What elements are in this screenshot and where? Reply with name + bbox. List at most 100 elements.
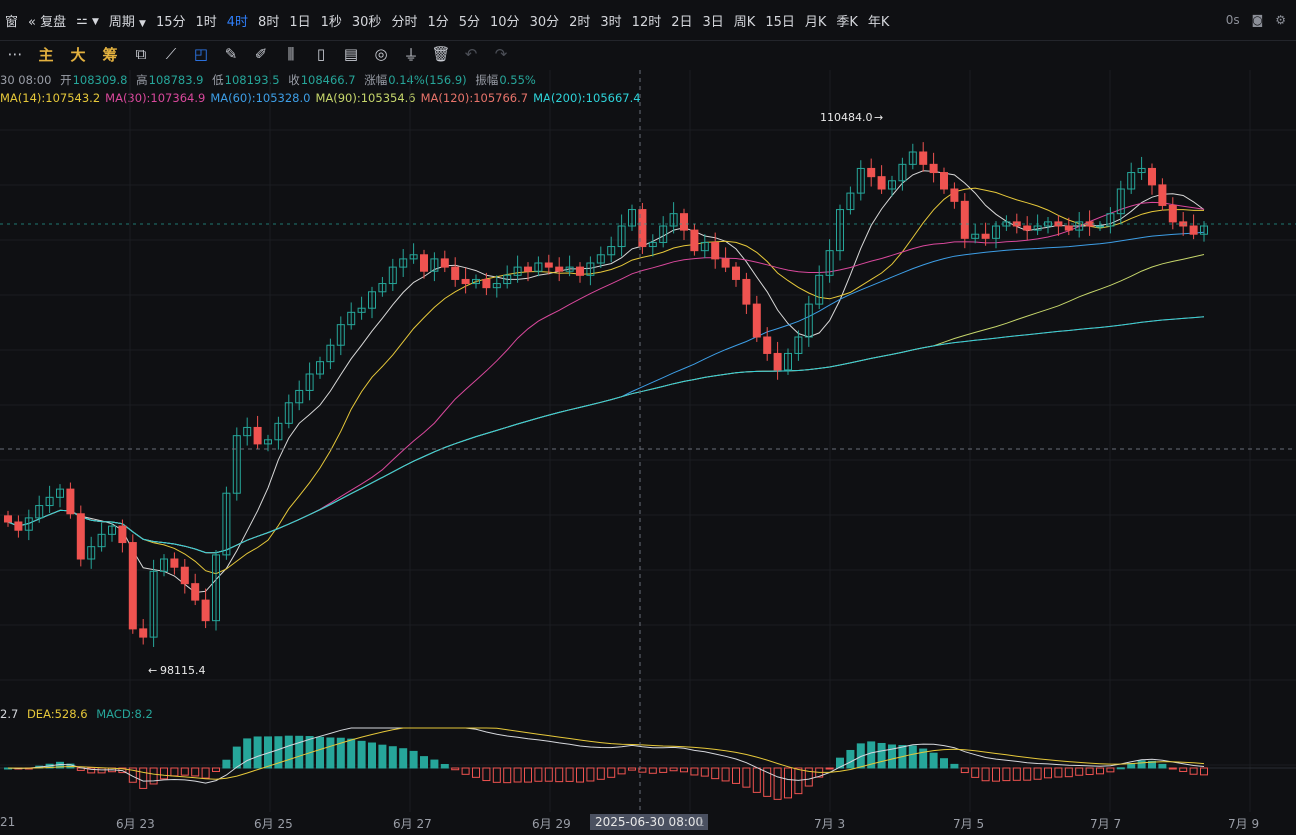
indicator-main-button[interactable]: 主 bbox=[38, 45, 54, 64]
filter-icon[interactable]: ⏚ bbox=[403, 45, 419, 64]
pattern-icon[interactable]: ⫼ bbox=[287, 45, 295, 63]
interval-12[interactable]: 2时 bbox=[569, 14, 591, 30]
macd-bar bbox=[628, 767, 636, 771]
more-icon[interactable]: ⋯ bbox=[7, 45, 23, 63]
high-value: 108783.9 bbox=[148, 73, 204, 87]
interval-9[interactable]: 5分 bbox=[458, 14, 481, 30]
brush-icon[interactable]: ✐ bbox=[254, 45, 268, 63]
delete-icon[interactable]: 🗑 bbox=[431, 45, 451, 63]
ma-line bbox=[7, 254, 1205, 554]
macd-bar bbox=[1075, 767, 1084, 776]
time-axis-label: 7月 9 bbox=[1228, 817, 1260, 831]
low-mark-label: 98115.4 bbox=[160, 664, 206, 677]
candle-body bbox=[690, 229, 699, 252]
macd-bar bbox=[87, 767, 96, 774]
interval-14[interactable]: 12时 bbox=[631, 14, 662, 30]
interval-19[interactable]: 月K bbox=[804, 14, 827, 30]
interval-1[interactable]: 1时 bbox=[195, 14, 217, 30]
interval-0[interactable]: 15分 bbox=[155, 14, 186, 30]
interval-5[interactable]: 1秒 bbox=[320, 14, 342, 30]
replay-label: 复盘 bbox=[40, 14, 67, 30]
macd-bar bbox=[4, 767, 12, 770]
candle-body bbox=[846, 192, 855, 211]
replay-button[interactable]: « 复盘 bbox=[23, 11, 71, 30]
macd-bar bbox=[108, 767, 116, 773]
interval-3[interactable]: 8时 bbox=[258, 14, 280, 30]
interval-4[interactable]: 1日 bbox=[289, 14, 311, 30]
candle-body bbox=[305, 373, 314, 391]
macd-bar bbox=[24, 767, 33, 770]
change-value: 0.14%(156.9) bbox=[388, 73, 467, 87]
candle-body bbox=[56, 488, 64, 498]
macd-bar bbox=[492, 767, 501, 783]
time-axis-label: 7月 7 bbox=[1090, 817, 1122, 831]
undo-icon[interactable]: ↶ bbox=[464, 45, 478, 63]
time-axis-label: 6月 25 bbox=[254, 817, 293, 831]
macd-bar bbox=[971, 767, 980, 778]
period-dropdown[interactable]: 周期 ▼ bbox=[104, 11, 151, 30]
interval-11[interactable]: 30分 bbox=[529, 14, 560, 30]
interval-21[interactable]: 年K bbox=[867, 14, 890, 30]
candle-body bbox=[118, 525, 127, 544]
macd-bar bbox=[56, 761, 64, 769]
lock-icon[interactable]: ▯ bbox=[316, 45, 326, 63]
candle-body bbox=[929, 163, 938, 174]
interval-2[interactable]: 4时 bbox=[226, 14, 249, 30]
interval-20[interactable]: 季K bbox=[836, 14, 858, 30]
interval-15[interactable]: 2日 bbox=[671, 14, 693, 30]
candle-body bbox=[66, 488, 75, 515]
macd-bar bbox=[97, 767, 106, 774]
macd-bar bbox=[180, 767, 189, 776]
draw-select-icon[interactable]: ◰ bbox=[193, 45, 209, 63]
magnet-icon[interactable]: ◎ bbox=[374, 45, 388, 63]
time-axis-label: 1 bbox=[697, 815, 705, 829]
macd-bar bbox=[128, 767, 137, 783]
trendline-tool-icon[interactable]: ⟋ bbox=[165, 45, 177, 63]
indicator-chip-button[interactable]: 筹 bbox=[102, 45, 118, 64]
interval-16[interactable]: 3日 bbox=[702, 14, 724, 30]
ruler-icon[interactable]: ✎ bbox=[224, 45, 238, 63]
candle-body bbox=[1096, 225, 1104, 228]
candle-body bbox=[24, 517, 33, 531]
macd-bar bbox=[399, 748, 408, 769]
compare-icon[interactable]: ⧉ bbox=[135, 45, 147, 63]
candle-body bbox=[700, 241, 709, 252]
window-toggle[interactable]: 窗 bbox=[5, 14, 19, 30]
macd-bar bbox=[451, 767, 460, 771]
macd-bar bbox=[1033, 767, 1042, 780]
candle-body bbox=[222, 492, 231, 556]
macd-bar bbox=[191, 767, 200, 777]
interval-8[interactable]: 1分 bbox=[427, 14, 449, 30]
candle-body bbox=[888, 180, 896, 190]
candle-body bbox=[440, 258, 449, 268]
chart-type-dropdown[interactable]: ⚍ ▼ bbox=[71, 13, 104, 28]
macd-bar bbox=[1085, 767, 1094, 776]
open-label: 开 bbox=[60, 73, 72, 87]
candle-body bbox=[908, 151, 917, 165]
candle-body bbox=[108, 525, 116, 535]
close-value: 108466.7 bbox=[300, 73, 356, 87]
time-axis-label: 6月 23 bbox=[116, 817, 155, 831]
macd-bar bbox=[940, 758, 948, 769]
indicator-big-button[interactable]: 大 bbox=[70, 45, 86, 64]
candle-body bbox=[295, 389, 304, 404]
amp-label: 振幅 bbox=[475, 73, 499, 87]
camera-icon[interactable]: ◙ bbox=[1251, 13, 1264, 27]
interval-13[interactable]: 3时 bbox=[600, 14, 622, 30]
interval-17[interactable]: 周K bbox=[733, 14, 756, 30]
moving-averages bbox=[7, 170, 1205, 594]
candle-body bbox=[898, 163, 907, 182]
settings-icon[interactable]: ⚙ bbox=[1275, 13, 1286, 27]
redo-icon[interactable]: ↷ bbox=[494, 45, 508, 63]
macd-bar bbox=[1116, 767, 1125, 770]
period-label: 周期 bbox=[108, 14, 135, 30]
edit-icon[interactable]: ▤ bbox=[343, 45, 359, 63]
interval-18[interactable]: 15日 bbox=[765, 14, 795, 30]
interval-10[interactable]: 10分 bbox=[490, 14, 520, 30]
macd-bar bbox=[305, 736, 314, 769]
macd-bar bbox=[690, 767, 699, 776]
interval-7[interactable]: 分时 bbox=[391, 14, 418, 30]
macd-bar bbox=[170, 767, 179, 777]
interval-6[interactable]: 30秒 bbox=[351, 14, 382, 30]
candle-body bbox=[659, 225, 668, 243]
